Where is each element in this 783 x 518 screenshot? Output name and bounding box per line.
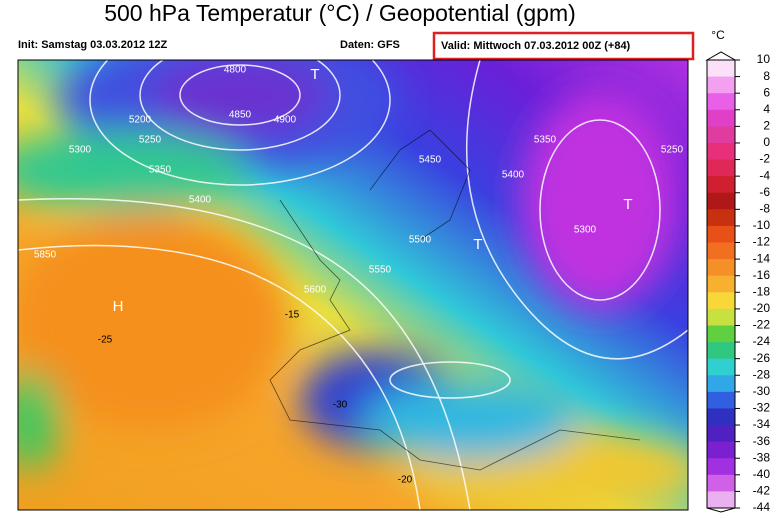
init-time: Init: Samstag 03.03.2012 12Z (18, 39, 167, 51)
colorbar-label: -16 (753, 268, 771, 282)
contour-label: 5350 (149, 165, 172, 176)
contour-label: H (113, 298, 124, 315)
colorbar-segment (707, 458, 735, 476)
contour-label: 5350 (534, 135, 557, 146)
map-frame (17, 59, 689, 511)
colorbar-segment (707, 93, 735, 111)
colorbar-segment (707, 242, 735, 260)
colorbar-segment (707, 259, 735, 277)
colorbar-label: -44 (753, 500, 771, 513)
colorbar-segment (707, 225, 735, 244)
geopotential-contours (18, 60, 688, 510)
colorbar-label: -34 (753, 417, 771, 431)
colorbar-arrow-bottom (706, 507, 736, 513)
colorbar-segment (707, 491, 735, 509)
colorbar-label: -2 (759, 152, 770, 166)
colorbar-label: 10 (757, 52, 771, 66)
colorbar-segment (707, 176, 735, 194)
contour-label: -25 (98, 335, 113, 346)
colorbar: 10 8 6 4 2 0 -2 -4 -6 -8 -10 -12 -14 -16 -18 -20 -22 -24 -… (705, 51, 771, 514)
colorbar-segment (707, 192, 735, 210)
contour-label: T (473, 236, 482, 253)
contour-label: 5400 (189, 195, 212, 206)
colorbar-label: 4 (763, 102, 770, 116)
contour-label: -20 (398, 475, 413, 486)
contour-label: T (310, 66, 319, 83)
colorbar-segment (707, 126, 735, 144)
colorbar-unit: °C (711, 28, 725, 42)
colorbar-segment (707, 358, 735, 376)
colorbar-segment (707, 441, 735, 459)
colorbar-segment (707, 209, 735, 227)
contour-label: 5300 (69, 145, 92, 156)
valid-time: Valid: Mittwoch 07.03.2012 00Z (+84) (441, 40, 631, 52)
colorbar-label: -38 (753, 450, 771, 464)
map (18, 60, 688, 510)
map-labels: 4800 4850 4900 5200 5250 5300 5350 5400 5450 5500… (34, 65, 684, 486)
contour-label: 5500 (409, 235, 432, 246)
colorbar-label: -40 (753, 467, 771, 481)
colorbar-segment (707, 308, 735, 326)
colorbar-label: -30 (753, 384, 771, 398)
colorbar-segment (707, 142, 735, 161)
colorbar-label: 6 (763, 85, 770, 99)
colorbar-label: -28 (753, 367, 771, 381)
title: 500 hPa Temperatur (°C) / Geopotential (… (104, 0, 576, 26)
colorbar-frame (706, 59, 736, 509)
colorbar-label: -32 (753, 401, 771, 415)
colorbar-segment (707, 408, 735, 426)
colorbar-label: -20 (753, 301, 771, 315)
colorbar-segment (707, 275, 735, 293)
colorbar-label: 0 (763, 135, 770, 149)
data-source: Daten: GFS (340, 39, 400, 51)
contour-label: 4800 (224, 65, 247, 76)
colorbar-label: -12 (753, 235, 771, 249)
colorbar-segment (707, 342, 735, 360)
colorbar-label: 2 (763, 119, 770, 133)
temperature-field (18, 60, 688, 510)
colorbar-segment (707, 60, 735, 78)
colorbar-label: -4 (759, 168, 770, 182)
contour-label: 5250 (139, 135, 162, 146)
colorbar-label: -8 (759, 202, 770, 216)
contour-label: T (623, 196, 632, 213)
colorbar-segment (707, 159, 735, 177)
colorbar-label: -24 (753, 334, 771, 348)
contour-label: -30 (333, 400, 348, 411)
colorbar-segment (707, 292, 735, 310)
colorbar-label: -14 (753, 251, 771, 265)
contour-label: 5300 (574, 225, 597, 236)
contour-label: 5200 (129, 115, 152, 126)
colorbar-label: -36 (753, 434, 771, 448)
contour-label: 5250 (661, 145, 684, 156)
colorbar-segment (707, 109, 735, 127)
colorbar-label: 8 (763, 69, 770, 83)
colorbar-label: -6 (759, 185, 770, 199)
contour-label: 4850 (229, 110, 252, 121)
contour-label: 5550 (369, 265, 392, 276)
colorbar-segment (707, 325, 735, 343)
valid-highlight (432, 31, 695, 61)
colorbar-segment (707, 425, 735, 443)
colorbar-segment (707, 375, 735, 393)
colorbar-arrow-top (705, 51, 737, 61)
contour-label: 4900 (274, 115, 297, 126)
contour-label: -15 (285, 310, 300, 321)
colorbar-label: -18 (753, 284, 771, 298)
colorbar-segment (707, 474, 735, 492)
contour-label: 5400 (502, 170, 525, 181)
contour-label: 5850 (34, 250, 57, 261)
colorbar-label: -10 (753, 218, 771, 232)
colorbar-segment (707, 76, 735, 94)
contour-label: 5450 (419, 155, 442, 166)
colorbar-label: -22 (753, 318, 771, 332)
colorbar-segment (707, 391, 735, 409)
coastlines (269, 129, 641, 471)
colorbar-label: -42 (753, 484, 771, 498)
contour-label: 5600 (304, 285, 327, 296)
colorbar-label: -26 (753, 351, 771, 365)
